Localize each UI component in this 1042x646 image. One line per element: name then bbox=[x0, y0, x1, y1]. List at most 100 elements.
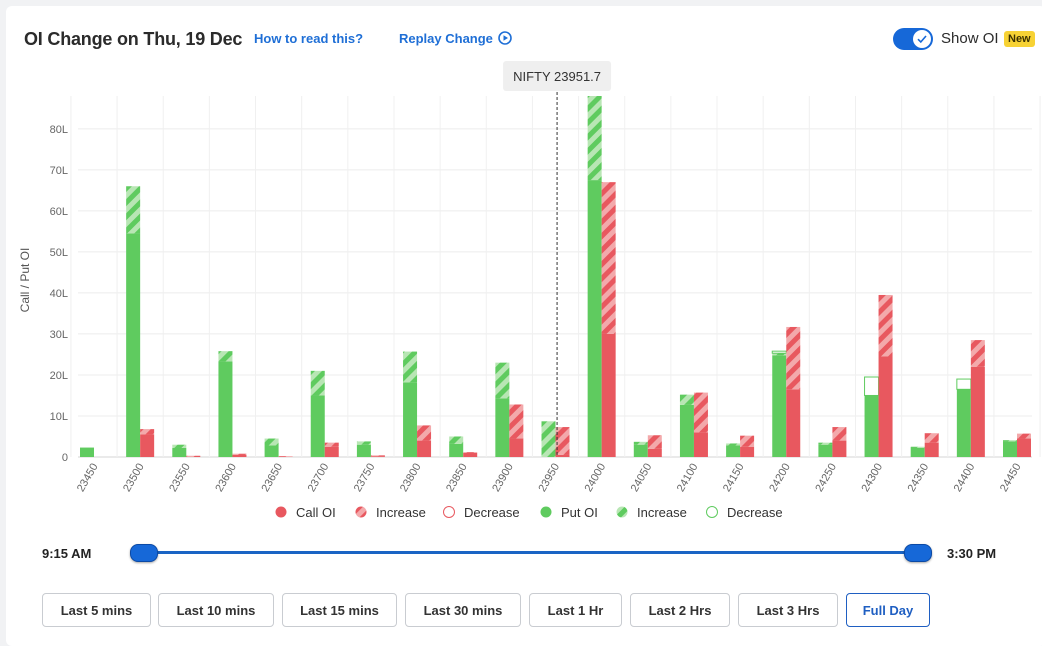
x-tick-label: 24350 bbox=[906, 462, 932, 494]
y-tick-label: 70L bbox=[50, 165, 68, 177]
y-tick-label: 20L bbox=[50, 370, 68, 382]
put-oi-bar bbox=[633, 444, 648, 457]
y-tick-label: 50L bbox=[50, 247, 68, 259]
x-tick-label: 23450 bbox=[75, 462, 101, 494]
put-increase-bar bbox=[726, 443, 741, 446]
put-oi-bar bbox=[679, 404, 694, 457]
last-3-hrs-button[interactable]: Last 3 Hrs bbox=[738, 593, 838, 627]
last-5-mins-button[interactable]: Last 5 mins bbox=[42, 593, 151, 627]
call-oi-bar bbox=[878, 356, 893, 457]
put-decrease-bar bbox=[771, 350, 787, 354]
put-increase-bar bbox=[126, 186, 141, 234]
show-oi-label: Show OI bbox=[941, 30, 999, 47]
x-tick-label: 23750 bbox=[352, 462, 378, 494]
put-increase-bar bbox=[679, 394, 694, 405]
legend-call-increase-label: Increase bbox=[376, 505, 426, 520]
y-tick-label: 10L bbox=[50, 411, 68, 423]
x-tick-label: 24150 bbox=[721, 462, 747, 494]
put-oi-bar bbox=[310, 395, 325, 457]
put-increase-bar bbox=[587, 96, 602, 181]
x-tick-label: 24250 bbox=[813, 462, 839, 494]
call-increase-bar bbox=[324, 442, 339, 447]
put-oi-bar bbox=[403, 382, 418, 457]
put-oi-bar bbox=[956, 389, 971, 457]
replay-change-link[interactable]: Replay Change bbox=[399, 31, 493, 46]
put-oi-bar bbox=[1003, 441, 1017, 457]
call-increase-bar bbox=[647, 435, 662, 449]
put-increase-bar bbox=[218, 351, 233, 362]
call-oi-bar bbox=[647, 448, 662, 457]
legend-call-oi-label: Call OI bbox=[296, 505, 336, 520]
legend-put-oi-swatch bbox=[540, 506, 552, 518]
page-title: OI Change on Thu, 19 Dec bbox=[24, 29, 243, 49]
put-oi-bar bbox=[726, 445, 741, 457]
call-increase-bar bbox=[278, 456, 293, 457]
oi-change-card bbox=[6, 6, 1042, 646]
put-increase-bar bbox=[449, 436, 464, 444]
call-oi-bar bbox=[924, 442, 939, 457]
call-increase-bar bbox=[509, 404, 524, 439]
call-increase-bar bbox=[786, 326, 801, 390]
call-oi-bar bbox=[140, 434, 155, 457]
full-day-button[interactable]: Full Day bbox=[846, 593, 930, 627]
x-tick-label: 24450 bbox=[998, 462, 1024, 494]
call-oi-bar bbox=[740, 446, 755, 457]
call-oi-bar bbox=[509, 438, 524, 457]
call-increase-bar bbox=[555, 427, 570, 455]
slider-start-handle[interactable] bbox=[130, 544, 158, 562]
x-tick-label: 24100 bbox=[675, 462, 701, 494]
show-oi-toggle[interactable] bbox=[893, 28, 933, 50]
spot-label: NIFTY 23951.7 bbox=[513, 69, 601, 84]
legend-put-increase-swatch bbox=[616, 506, 628, 518]
call-oi-bar bbox=[1017, 438, 1031, 457]
x-tick-label: 23900 bbox=[490, 462, 516, 494]
put-oi-bar bbox=[264, 445, 279, 457]
put-oi-bar bbox=[172, 447, 187, 457]
call-oi-bar bbox=[786, 389, 801, 457]
new-badge: New bbox=[1004, 31, 1035, 47]
put-increase-bar bbox=[172, 444, 187, 448]
x-tick-label: 23550 bbox=[167, 462, 193, 494]
how-to-read-link[interactable]: How to read this? bbox=[254, 31, 364, 46]
put-decrease-bar bbox=[956, 378, 972, 390]
x-tick-label: 24050 bbox=[629, 462, 655, 494]
legend-put-decrease-swatch bbox=[706, 506, 718, 518]
call-increase-bar bbox=[232, 453, 247, 455]
put-oi-bar bbox=[818, 444, 833, 457]
legend-put-increase-label: Increase bbox=[637, 505, 687, 520]
call-increase-bar bbox=[878, 294, 893, 357]
slider-end-handle[interactable] bbox=[904, 544, 932, 562]
last-10-mins-button[interactable]: Last 10 mins bbox=[158, 593, 274, 627]
x-tick-label: 23800 bbox=[398, 462, 424, 494]
toggle-knob bbox=[913, 30, 931, 48]
call-oi-bar bbox=[555, 454, 570, 457]
legend-put-oi-label: Put OI bbox=[561, 505, 598, 520]
put-oi-bar bbox=[772, 355, 787, 457]
call-oi-bar bbox=[463, 452, 478, 457]
put-oi-bar bbox=[218, 361, 233, 457]
y-tick-label: 80L bbox=[50, 124, 68, 136]
slider-end-label: 3:30 PM bbox=[947, 546, 997, 561]
slider-start-label: 9:15 AM bbox=[42, 546, 92, 561]
x-tick-label: 23600 bbox=[213, 462, 239, 494]
x-tick-label: 23850 bbox=[444, 462, 470, 494]
play-icon[interactable] bbox=[498, 31, 512, 45]
time-slider-track[interactable] bbox=[142, 551, 918, 554]
call-increase-bar bbox=[417, 425, 432, 441]
x-tick-label: 24400 bbox=[952, 462, 978, 494]
last-1-hr-button[interactable]: Last 1 Hr bbox=[529, 593, 622, 627]
y-tick-label: 60L bbox=[50, 206, 68, 218]
call-oi-bar bbox=[832, 440, 847, 457]
spot-label-box bbox=[503, 61, 612, 91]
last-15-mins-button[interactable]: Last 15 mins bbox=[282, 593, 397, 627]
put-increase-bar bbox=[403, 351, 418, 383]
call-oi-bar bbox=[324, 446, 339, 457]
check-icon bbox=[917, 35, 927, 44]
call-increase-bar bbox=[1017, 433, 1031, 439]
put-oi-bar bbox=[356, 444, 371, 457]
y-tick-label: 0 bbox=[62, 452, 68, 464]
x-tick-label: 24300 bbox=[859, 462, 885, 494]
call-increase-bar bbox=[463, 452, 478, 453]
last-30-mins-button[interactable]: Last 30 mins bbox=[405, 593, 521, 627]
last-2-hrs-button[interactable]: Last 2 Hrs bbox=[630, 593, 730, 627]
